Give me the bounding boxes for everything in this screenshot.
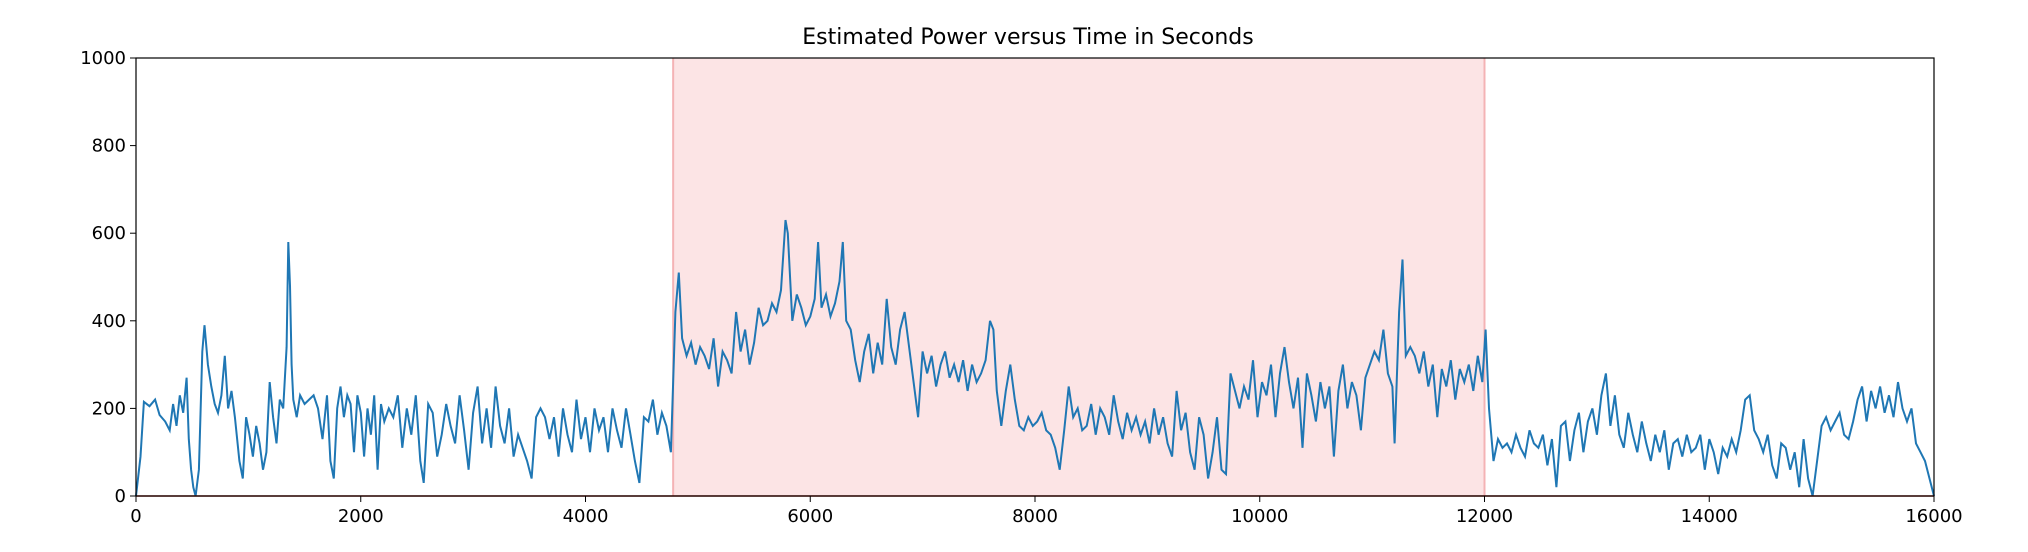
series-line — [135, 219, 1935, 497]
y-axis: 0 200 400 600 800 1000 — [80, 48, 136, 507]
x-axis: 0 2000 4000 6000 8000 10000 12000 14000 16000 — [130, 496, 1963, 527]
x-tick-label: 0 — [130, 506, 141, 527]
y-tick-label: 0 — [115, 486, 126, 507]
y-tick-label: 800 — [92, 136, 126, 157]
x-tick-label: 6000 — [787, 506, 833, 527]
y-tick-label: 1000 — [80, 48, 126, 69]
x-tick-label: 16000 — [1905, 506, 1962, 527]
chart-title: Estimated Power versus Time in Seconds — [802, 25, 1253, 50]
x-tick-label: 12000 — [1456, 506, 1513, 527]
y-tick-label: 600 — [92, 223, 126, 244]
x-tick-label: 2000 — [338, 506, 384, 527]
y-tick-label: 200 — [92, 398, 126, 419]
x-tick-label: 10000 — [1231, 506, 1288, 527]
x-tick-label: 4000 — [563, 506, 609, 527]
highlight-span — [673, 58, 1485, 496]
y-tick-label: 400 — [92, 311, 126, 332]
x-tick-label: 8000 — [1012, 506, 1058, 527]
x-tick-label: 14000 — [1681, 506, 1738, 527]
